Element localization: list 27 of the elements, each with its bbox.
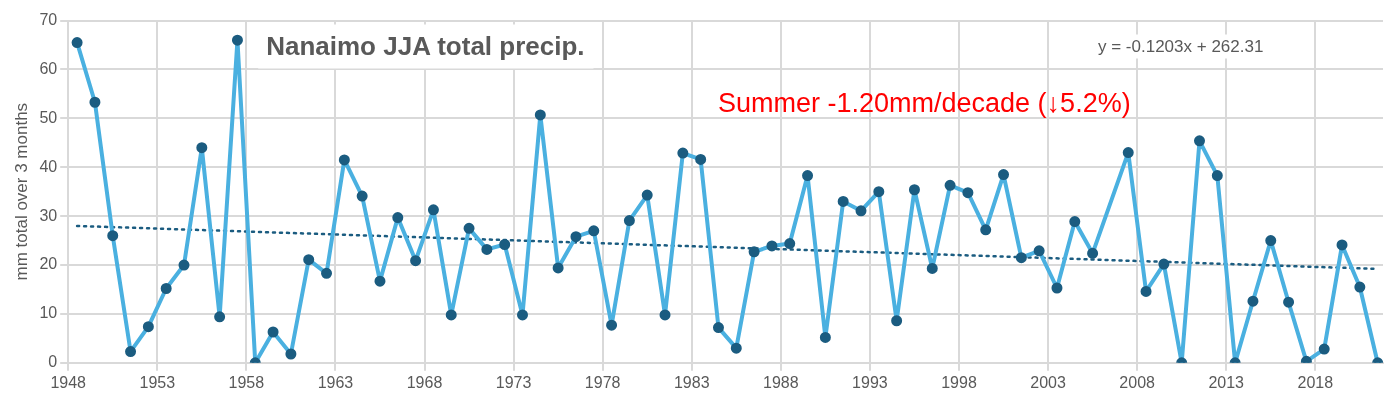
x-tick-label: 1998	[941, 373, 977, 391]
x-tick-label: 1948	[50, 373, 87, 391]
x-tick-label: 2003	[1030, 373, 1066, 391]
x-tick-label: 1953	[139, 373, 176, 391]
x-tick-label: 1968	[406, 373, 443, 391]
x-tick-label: 2008	[1119, 373, 1156, 391]
x-tick-label: 2013	[1208, 373, 1245, 391]
y-axis-title: mm total over 3 months	[11, 102, 31, 281]
x-tick-label: 1973	[495, 373, 532, 391]
chart-title: Nanaimo JJA total precip.	[266, 30, 585, 61]
y-tick-label: 10	[39, 304, 58, 322]
y-tick-label: 70	[39, 11, 58, 29]
y-tick-label: 60	[39, 59, 58, 77]
x-tick-label: 1983	[673, 373, 710, 391]
x-tick-label: 1978	[584, 373, 621, 391]
y-tick-label: 0	[48, 353, 58, 371]
x-tick-label: 2018	[1297, 373, 1334, 391]
y-tick-label: 50	[39, 108, 58, 126]
x-tick-label: 1963	[317, 373, 354, 391]
x-tick-label: 1988	[763, 373, 799, 391]
y-tick-label: 20	[39, 255, 58, 273]
annotation: y = -0.1203x + 262.31	[1098, 37, 1264, 57]
x-tick-label: 1993	[852, 373, 888, 391]
annotation: Summer -1.20mm/decade (↓5.2%)	[718, 88, 1131, 119]
y-tick-label: 30	[39, 206, 58, 224]
x-tick-label: 1958	[228, 373, 265, 391]
y-tick-label: 40	[39, 157, 58, 175]
